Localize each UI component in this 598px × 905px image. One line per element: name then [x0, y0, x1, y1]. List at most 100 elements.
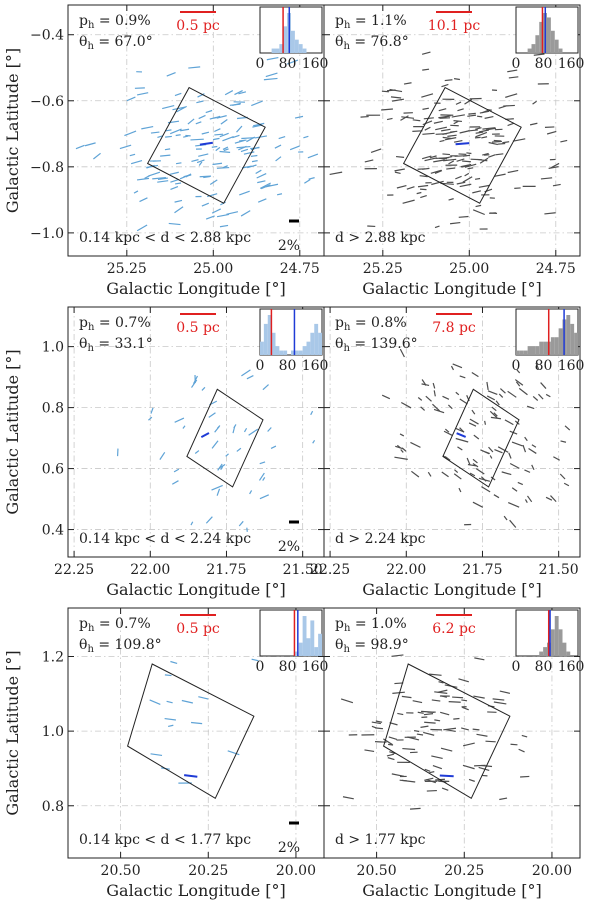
theta-h-annotation: θh = 98.9° [335, 637, 409, 655]
polarization-vector [517, 481, 524, 486]
polarization-vector [521, 734, 528, 738]
polarization-vector [219, 150, 231, 153]
polarization-vector [453, 139, 463, 143]
polarization-vector [515, 381, 521, 387]
polarization-vector [276, 193, 283, 196]
y-tick-label: 0.8 [42, 401, 64, 417]
mean-vector [199, 141, 213, 146]
histogram-bar [527, 48, 532, 53]
histogram-bar [566, 651, 571, 656]
polarization-vector [431, 755, 443, 760]
x-tick-label: 21.50 [539, 562, 579, 578]
polarization-vector [493, 412, 498, 417]
polarization-vector [489, 410, 498, 419]
polarization-vector [239, 190, 250, 196]
y-tick-label: 0.4 [42, 523, 64, 539]
polarization-vector [303, 135, 309, 139]
distance-range-label: d > 2.24 kpc [335, 531, 426, 547]
polarization-vector [468, 112, 476, 115]
polarization-vector [226, 211, 239, 215]
histogram-bar [318, 332, 322, 355]
polarization-vector [310, 410, 314, 416]
histogram-bar [535, 35, 540, 53]
x-tick-label: 22.25 [54, 562, 94, 578]
polarization-vector [401, 116, 415, 119]
p-h-annotation: ph = 1.0% [335, 616, 407, 634]
histogram-bar [539, 651, 544, 656]
polarization-vector [394, 682, 404, 685]
polarization-vector [197, 93, 205, 98]
polarization-vector [389, 751, 396, 755]
polarization-vector [419, 188, 427, 191]
polarization-vector [448, 160, 455, 165]
polarization-vector [446, 167, 456, 170]
histogram-bar [283, 350, 288, 355]
polarization-vector [241, 137, 255, 140]
polarization-vector [451, 114, 465, 118]
polarization-vector [201, 202, 210, 207]
histogram-tick-label: 80 [535, 358, 553, 374]
polarization-vector [395, 155, 405, 159]
polarization-vector [240, 210, 251, 217]
x-tick-label: 20.50 [357, 863, 397, 879]
histogram-bar [291, 350, 295, 355]
polarization-vector [150, 131, 160, 134]
polarization-vector [162, 104, 175, 110]
x-tick-label: 22.00 [386, 562, 426, 578]
polarization-vector [490, 416, 502, 420]
polarization-vector [222, 146, 229, 150]
polarization-vector [444, 137, 457, 141]
polarization-vector [454, 155, 467, 157]
polarization-vector [232, 134, 240, 139]
polarization-vector [394, 456, 408, 460]
panel-r0-c0: 25.25 25.00 24.75 Galactic Longitude [°] −1.… [3, 4, 328, 298]
polarization-vector [429, 673, 442, 676]
polarization-vector [190, 521, 194, 526]
polarization-vector [503, 104, 515, 107]
polarization-vector [478, 129, 490, 133]
polarization-vector [419, 175, 428, 178]
polarization-vector [450, 130, 458, 133]
histogram-tick-label: 80 [535, 659, 553, 675]
polarization-vector [213, 115, 221, 119]
scale-bar-label: 6.2 pc [432, 621, 476, 637]
polarization-vector [172, 106, 186, 111]
polarization-vector [164, 717, 176, 721]
polarization-vector [383, 738, 393, 746]
polarization-vector [216, 488, 221, 496]
polarization-vector [560, 440, 567, 443]
y-tick-label: −0.4 [30, 28, 64, 44]
polarization-vector [461, 699, 468, 702]
polarization-vector [490, 476, 496, 481]
polarization-vector [535, 362, 540, 370]
polarization-vector [260, 184, 271, 190]
y-tick-label: −1.0 [30, 226, 64, 242]
y-tick-label: −0.6 [30, 94, 64, 110]
polarization-vector [397, 712, 404, 716]
polarization-vector [148, 171, 161, 177]
polarization-vector [258, 472, 265, 481]
histogram-bar [302, 48, 307, 53]
polarization-vector [476, 115, 483, 118]
x-tick-label: 20.25 [444, 863, 484, 879]
polarization-vector [548, 166, 559, 170]
polarization-vector [441, 471, 449, 478]
histogram-bar [543, 341, 547, 355]
polarization-vector [434, 225, 440, 229]
polarization-vector [166, 72, 176, 77]
histogram-inset: 0 80 160 [512, 609, 584, 675]
mean-vector [456, 432, 467, 438]
polarization-vector [499, 797, 508, 801]
polarization-vector [424, 157, 437, 162]
polarization-vector [447, 134, 457, 137]
polarization-vector [433, 390, 436, 397]
histogram-bar [318, 633, 322, 656]
polarization-vector [439, 139, 445, 143]
polarization-vector [406, 186, 415, 190]
mean-vector [455, 142, 470, 146]
x-axis-label: Galactic Longitude [°] [106, 279, 285, 298]
polarization-vector [429, 155, 437, 159]
polarization-vector [152, 176, 167, 180]
polarization-vector [217, 463, 223, 471]
polarization-vector [198, 161, 203, 166]
